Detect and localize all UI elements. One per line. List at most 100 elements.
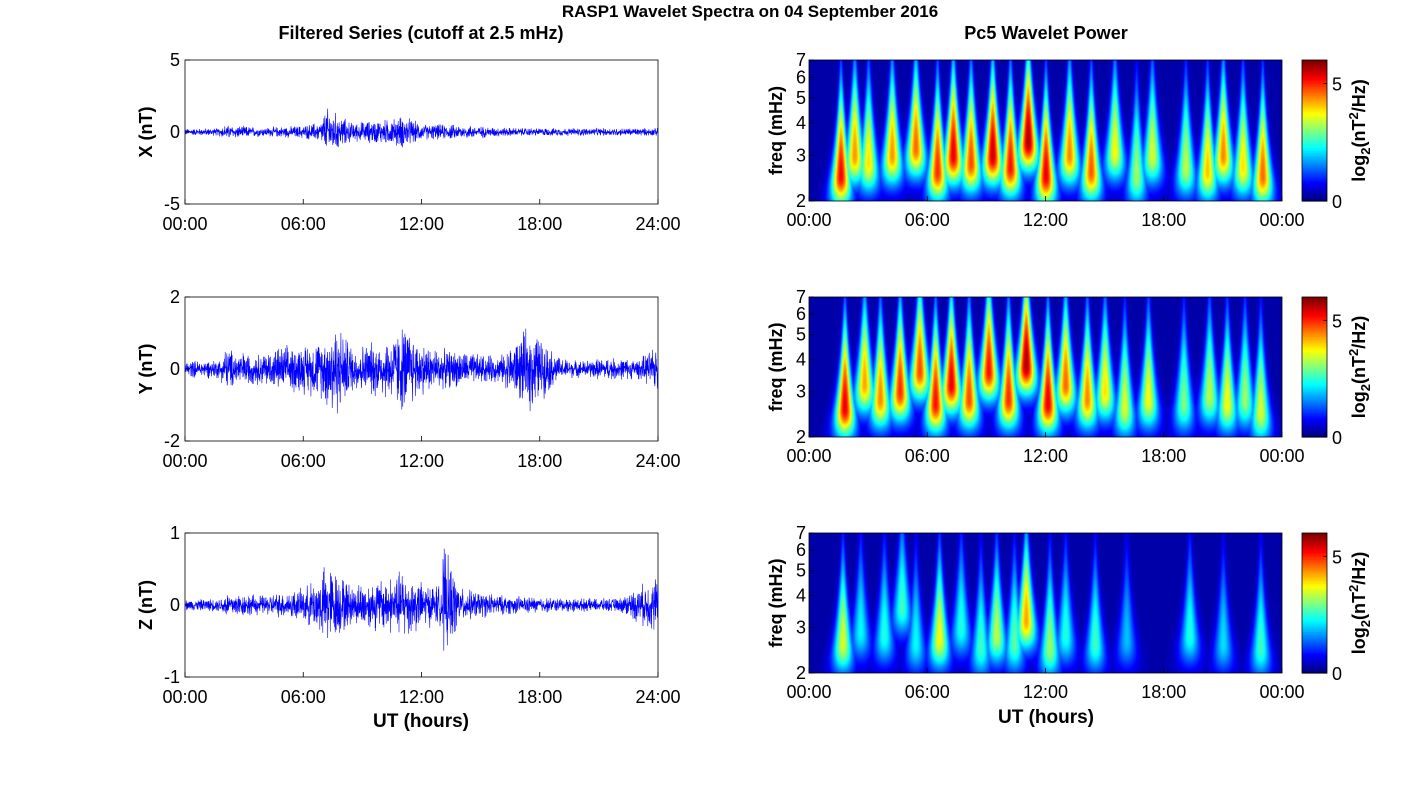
colorbar-step: [1302, 79, 1327, 83]
colorbar-step: [1302, 156, 1327, 160]
x-tick-label: 06:00: [281, 214, 326, 234]
colorbar-frame: [1301, 296, 1328, 438]
y-tick-label: 1: [170, 523, 180, 543]
colorbar-step: [1302, 310, 1327, 313]
colorbar-step: [1302, 631, 1327, 635]
colorbar-step: [1302, 624, 1327, 628]
colorbar-step: [1302, 329, 1327, 333]
colorbar-step: [1302, 620, 1327, 624]
y-tick-label: -5: [164, 194, 180, 214]
colorbar-step: [1302, 126, 1327, 129]
colorbar-step: [1302, 386, 1327, 390]
colorbar-step: [1302, 141, 1327, 145]
colorbar-step: [1302, 305, 1327, 309]
y-tick-label: 3: [796, 618, 806, 638]
y-tick-label: 0: [170, 359, 180, 379]
colorbar-step: [1302, 605, 1327, 608]
colorbar-step: [1302, 613, 1327, 617]
colorbar-step: [1302, 642, 1327, 646]
y-tick-label: 2: [796, 191, 806, 211]
colorbar-label: log2(nT2/Hz): [1346, 552, 1373, 654]
colorbar-step: [1302, 196, 1327, 200]
colorbar-step: [1302, 616, 1327, 619]
x-tick-label: 12:00: [1023, 446, 1068, 466]
colorbar-step: [1302, 391, 1327, 394]
colorbar-step: [1302, 340, 1327, 344]
colorbar-step: [1302, 77, 1327, 81]
colorbar-step: [1302, 578, 1327, 582]
colorbar-step: [1302, 181, 1327, 184]
colorbar-step: [1302, 633, 1327, 637]
colorbar-step: [1302, 380, 1327, 383]
colorbar-step: [1302, 600, 1327, 604]
colorbar-step: [1302, 106, 1327, 110]
x-tick-label: 18:00: [1141, 682, 1186, 702]
figure-title: RASP1 Wavelet Spectra on 04 September 20…: [562, 2, 938, 21]
colorbar-step: [1302, 657, 1327, 661]
colorbar-step: [1302, 299, 1327, 302]
colorbar-tick-label: 5: [1332, 311, 1342, 331]
colorbar-step: [1302, 546, 1327, 549]
wavelet-heatmap-y: [809, 297, 1282, 437]
colorbar-step: [1302, 187, 1327, 191]
colorbar-step: [1302, 664, 1327, 668]
x-tick-label: 06:00: [905, 682, 950, 702]
colorbar-step: [1302, 97, 1327, 101]
colorbar-step: [1302, 404, 1327, 407]
colorbar-step: [1302, 377, 1327, 381]
colorbar-step: [1302, 603, 1327, 606]
colorbar-step: [1302, 419, 1327, 423]
colorbar-step: [1302, 358, 1327, 362]
x-tick-label: 00:00: [1259, 210, 1304, 230]
colorbar-step: [1302, 104, 1327, 107]
colorbar-step: [1302, 548, 1327, 552]
y-tick-label: 4: [796, 113, 806, 133]
colorbar-tick-label: 0: [1332, 428, 1342, 448]
x-tick-label: 00:00: [162, 451, 207, 471]
colorbar-step: [1302, 356, 1327, 359]
colorbar-step: [1302, 71, 1327, 74]
colorbar-step: [1302, 666, 1327, 670]
colorbar-step: [1302, 93, 1327, 96]
x-tick-label: 00:00: [1259, 682, 1304, 702]
colorbar-step: [1302, 609, 1327, 613]
colorbar-step: [1302, 557, 1327, 560]
colorbar-frame: [1301, 59, 1328, 202]
colorbar-step: [1302, 60, 1327, 63]
colorbar-step: [1302, 130, 1327, 134]
colorbar-step: [1302, 375, 1327, 379]
colorbar-step: [1302, 351, 1327, 355]
colorbar-step: [1302, 183, 1327, 187]
colorbar-step: [1302, 648, 1327, 652]
x-tick-label: 12:00: [399, 214, 444, 234]
colorbar-step: [1302, 406, 1327, 410]
colorbar-step: [1302, 137, 1327, 140]
colorbar-step: [1302, 629, 1327, 633]
colorbar-step: [1302, 574, 1327, 578]
colorbar-step: [1302, 68, 1327, 72]
y-tick-label: 5: [796, 325, 806, 345]
colorbar-tick-label: 0: [1332, 192, 1342, 212]
colorbar-step: [1302, 338, 1327, 342]
colorbar-step: [1302, 535, 1327, 538]
wavelet-heatmap-x: [809, 60, 1282, 201]
left-x-axis-label: UT (hours): [373, 711, 469, 732]
colorbar-step: [1302, 371, 1327, 375]
colorbar-step: [1302, 139, 1327, 143]
colorbar-step: [1302, 334, 1327, 337]
colorbar-step: [1302, 589, 1327, 593]
colorbar-step: [1302, 373, 1327, 377]
colorbar-step: [1302, 563, 1327, 567]
x-tick-label: 06:00: [281, 451, 326, 471]
colorbar-step: [1302, 408, 1327, 412]
colorbar-step: [1302, 163, 1327, 167]
colorbar-step: [1302, 369, 1327, 372]
colorbar-step: [1302, 397, 1327, 401]
y-tick-label: -2: [164, 431, 180, 451]
wavelet-heatmap-z: [809, 533, 1282, 673]
colorbar-step: [1302, 581, 1327, 584]
x-tick-label: 06:00: [905, 446, 950, 466]
x-tick-label: 18:00: [1141, 446, 1186, 466]
